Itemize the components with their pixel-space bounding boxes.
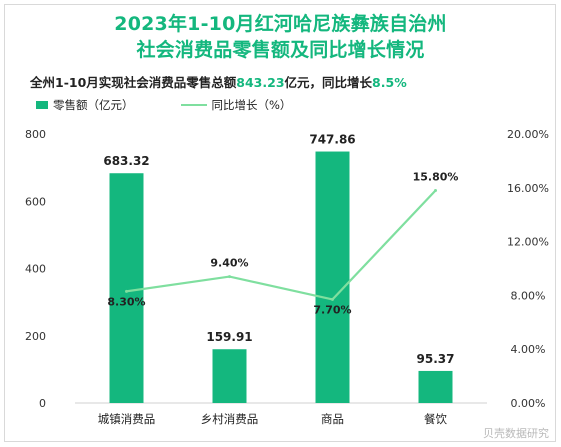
growth-point [331,297,334,301]
legend-bar-swatch [36,101,48,109]
y-left-tick-label: 800 [25,128,46,141]
growth-point [125,289,128,293]
chart-frame [4,4,556,442]
y-left-tick-label: 200 [25,330,46,343]
chart-title-line2: 社会消费品零售额及同比增长情况 [136,39,425,61]
x-category-label: 城镇消费品 [98,412,156,426]
y-right-tick-label: 4.00% [511,343,546,356]
bar [418,370,453,403]
growth-value-label: 15.80% [413,170,459,183]
bar [212,349,247,403]
summary-text: 全州1-10月实现社会消费品零售总额843.23亿元，同比增长8.5% [30,72,407,91]
y-right-tick-label: 0.00% [511,397,546,410]
x-category-label: 餐饮 [424,412,447,426]
watermark: 贝壳数据研究 [483,427,549,440]
summary-middle: 亿元，同比增长 [284,75,373,90]
bar [315,151,350,403]
growth-value-label: 9.40% [210,257,248,270]
bar-value-label: 159.91 [206,330,252,344]
bar-value-label: 95.37 [417,352,455,366]
bar-value-label: 747.86 [309,133,355,147]
legend-line-label: 同比增长（%） [211,98,292,112]
summary-total: 843.23 [236,75,285,90]
growth-point [434,188,437,192]
legend-line-swatch [180,104,207,106]
y-right-tick-label: 12.00% [507,236,549,249]
y-right-tick-label: 20.00% [507,128,549,141]
growth-point [228,275,231,279]
growth-value-label: 8.30% [107,295,145,308]
y-left-tick-label: 600 [25,195,46,208]
y-left-tick-label: 400 [25,263,46,276]
chart-title-line1: 2023年1-10月红河哈尼族彝族自治州 [114,13,447,35]
summary-prefix: 全州1-10月实现社会消费品零售总额 [30,75,237,90]
y-left-tick-label: 0 [39,397,46,410]
legend-bar-label: 零售额（亿元） [53,98,134,112]
summary-growth: 8.5% [372,75,407,90]
growth-value-label: 7.70% [313,303,351,316]
legend: 零售额（亿元） 同比增长（%） [36,97,291,113]
x-category-label: 乡村消费品 [201,412,259,426]
y-right-tick-label: 16.00% [507,182,549,195]
x-category-label: 商品 [321,412,344,426]
y-right-tick-label: 8.00% [511,289,546,302]
bar-value-label: 683.32 [103,154,149,168]
growth-line [126,189,437,301]
bar [109,173,144,403]
